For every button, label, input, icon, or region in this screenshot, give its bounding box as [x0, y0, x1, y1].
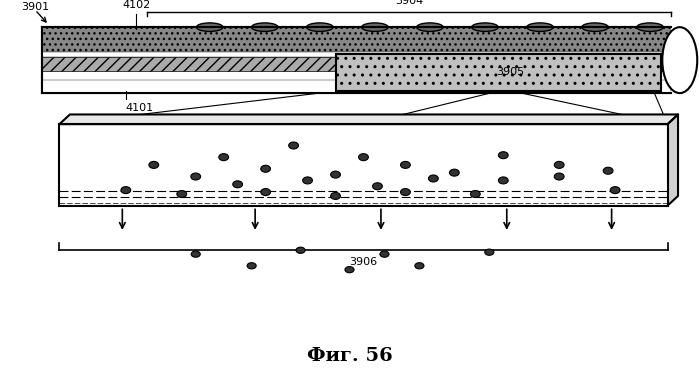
Ellipse shape	[331, 192, 340, 199]
Ellipse shape	[345, 267, 354, 273]
Ellipse shape	[582, 23, 608, 31]
Ellipse shape	[401, 161, 410, 168]
Ellipse shape	[219, 154, 229, 161]
Text: 3905: 3905	[496, 68, 524, 77]
Ellipse shape	[415, 263, 424, 269]
Ellipse shape	[470, 191, 480, 197]
Ellipse shape	[603, 167, 613, 174]
Ellipse shape	[610, 187, 620, 194]
Ellipse shape	[498, 177, 508, 184]
Text: 3901: 3901	[21, 2, 49, 12]
Ellipse shape	[261, 189, 271, 196]
Ellipse shape	[484, 249, 493, 255]
Ellipse shape	[380, 251, 389, 257]
Text: Фиг. 56: Фиг. 56	[307, 347, 392, 365]
Ellipse shape	[233, 181, 243, 188]
Ellipse shape	[196, 23, 223, 31]
Bar	[42, 52, 671, 57]
Ellipse shape	[191, 173, 201, 180]
Ellipse shape	[121, 187, 131, 194]
Ellipse shape	[296, 247, 305, 253]
Ellipse shape	[261, 165, 271, 172]
Bar	[336, 54, 661, 91]
Bar	[42, 57, 671, 71]
Ellipse shape	[662, 27, 697, 93]
Text: 3906: 3906	[350, 257, 377, 267]
Bar	[42, 27, 671, 52]
Ellipse shape	[637, 23, 663, 31]
Ellipse shape	[428, 175, 438, 182]
Polygon shape	[59, 114, 678, 124]
Polygon shape	[668, 114, 678, 206]
Text: 4102: 4102	[122, 0, 150, 10]
Ellipse shape	[498, 152, 508, 159]
Ellipse shape	[401, 189, 410, 196]
Ellipse shape	[449, 169, 459, 176]
Bar	[42, 80, 671, 93]
Ellipse shape	[417, 23, 443, 31]
Ellipse shape	[306, 23, 333, 31]
Ellipse shape	[554, 173, 564, 180]
Ellipse shape	[252, 23, 278, 31]
Ellipse shape	[331, 171, 340, 178]
Ellipse shape	[527, 23, 554, 31]
Ellipse shape	[359, 154, 368, 161]
Ellipse shape	[177, 191, 187, 197]
Ellipse shape	[149, 161, 159, 168]
Text: 4101: 4101	[126, 103, 154, 113]
Ellipse shape	[361, 23, 388, 31]
Bar	[42, 27, 671, 93]
Ellipse shape	[303, 177, 312, 184]
Ellipse shape	[472, 23, 498, 31]
Ellipse shape	[373, 183, 382, 190]
Ellipse shape	[289, 142, 298, 149]
Ellipse shape	[247, 263, 256, 269]
Ellipse shape	[192, 251, 201, 257]
Bar	[671, 27, 689, 93]
Bar	[59, 124, 668, 206]
Text: 3904: 3904	[395, 0, 423, 6]
Ellipse shape	[554, 161, 564, 168]
